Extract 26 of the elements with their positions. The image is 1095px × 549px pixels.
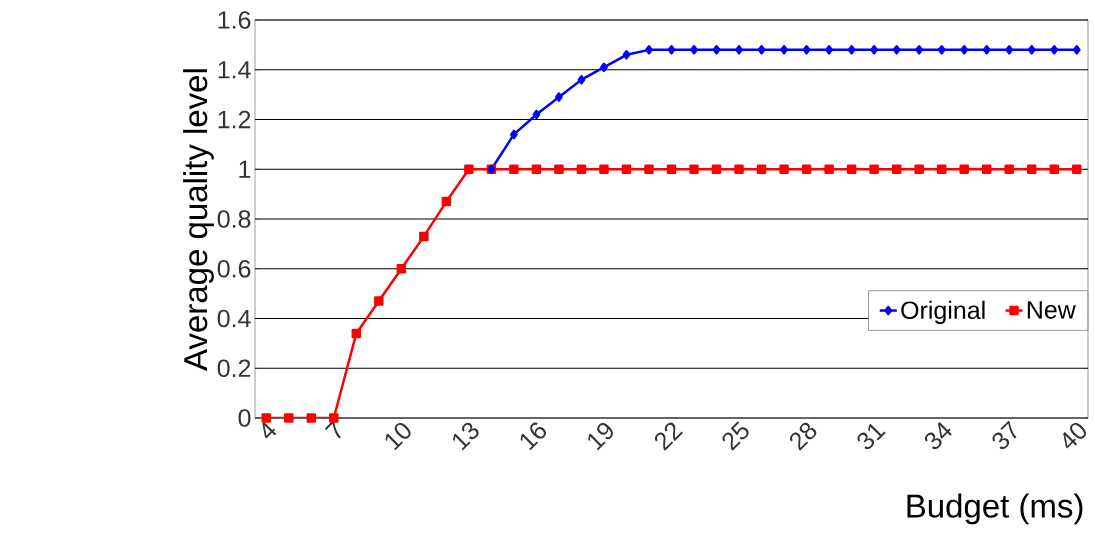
y-tick-label: 0.2 <box>217 359 251 378</box>
x-tick-label: 34 <box>924 422 952 450</box>
y-tick-label: 1.4 <box>218 61 251 79</box>
y-tick-label: 0.8 <box>217 210 251 228</box>
x-tick-label: 40 <box>1063 422 1086 449</box>
x-tick-label: 19 <box>588 423 613 451</box>
y-tick-label: 1.6 <box>218 11 251 29</box>
y-tick-label: 0.6 <box>217 259 251 278</box>
legend-label: New <box>1027 301 1076 319</box>
x-tick-label: 31 <box>857 423 886 450</box>
legend-label: Original <box>901 300 985 325</box>
x-tick-label: 10 <box>385 422 411 451</box>
y-tick-label: 0.4 <box>217 309 251 328</box>
x-tick-label: 37 <box>992 420 1017 450</box>
x-tick-label: 28 <box>789 422 817 451</box>
x-tick-label: 4 <box>262 421 277 439</box>
y-tick-label: 0 <box>238 409 251 427</box>
y-axis-title: Average quality level <box>183 69 214 371</box>
x-tick-label: 13 <box>453 422 479 451</box>
x-tick-label: 16 <box>520 422 546 451</box>
x-axis-title: Budget (ms) <box>907 493 1083 525</box>
x-tick-label: 22 <box>654 422 683 451</box>
y-tick-label: 1 <box>239 160 251 178</box>
x-tick-label: 7 <box>324 420 341 439</box>
y-tick-label: 1.2 <box>218 110 251 129</box>
x-tick-label: 25 <box>722 421 749 451</box>
